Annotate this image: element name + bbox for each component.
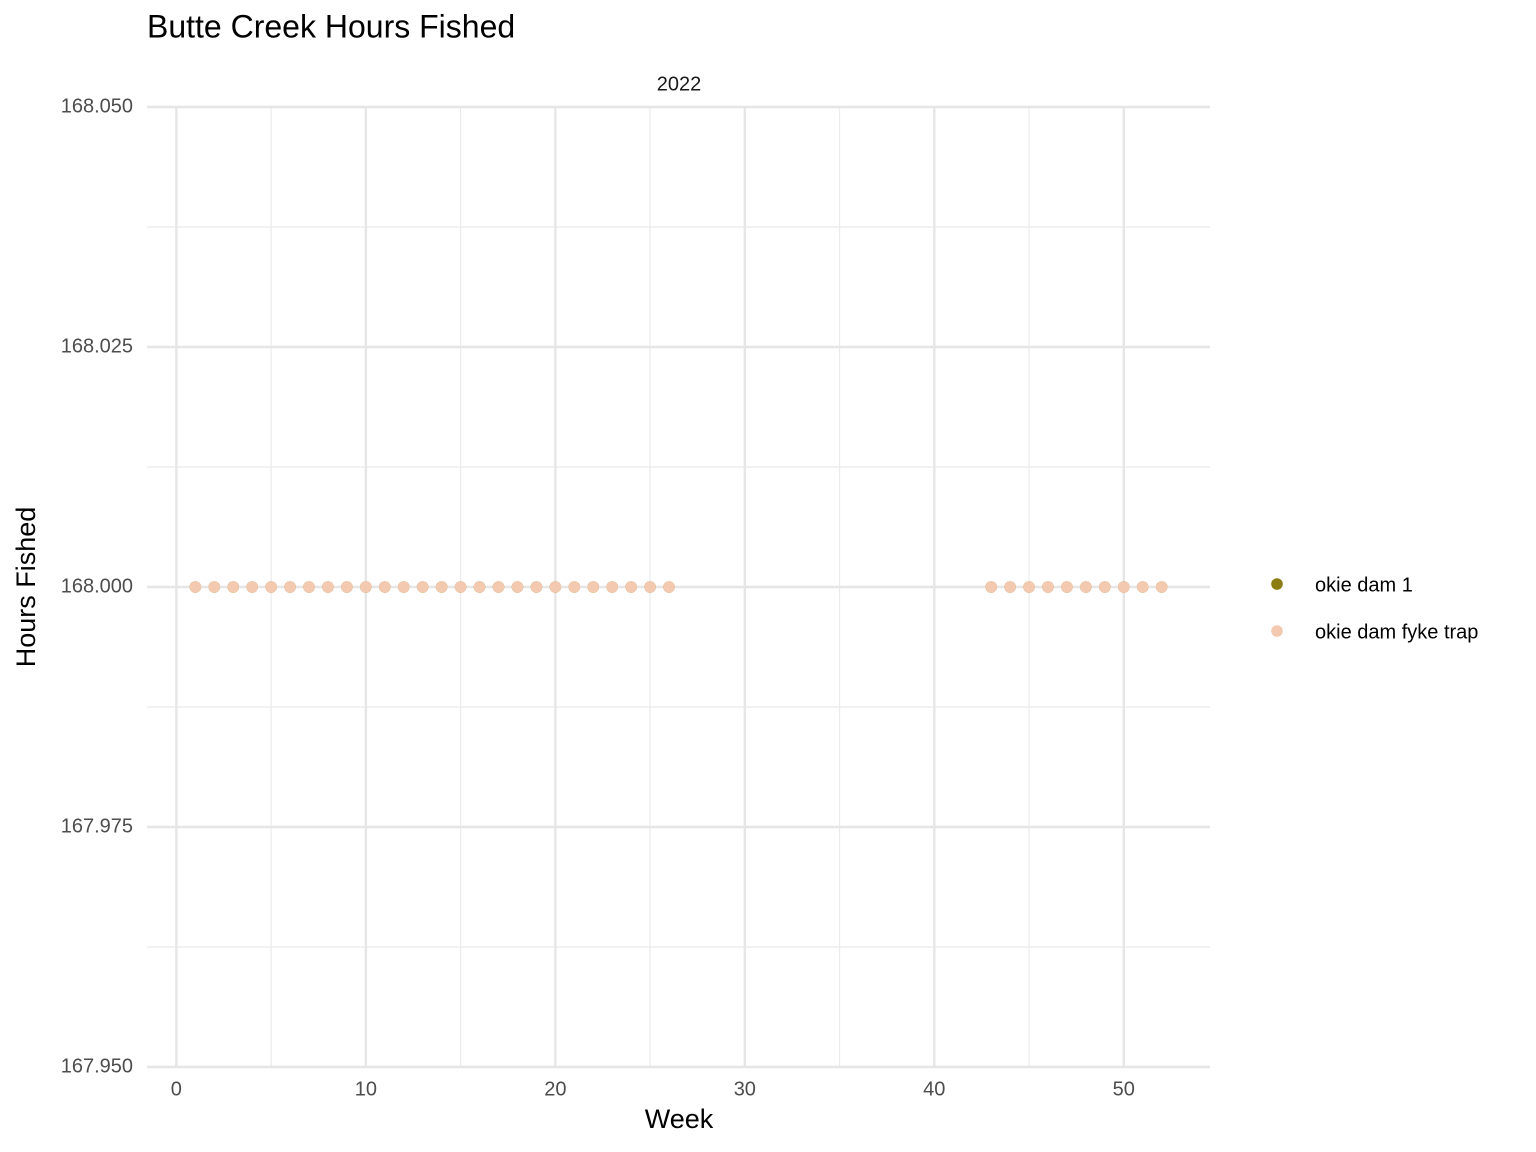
point [208, 581, 221, 593]
y-axis-label: Hours Fished [11, 507, 41, 668]
point [360, 581, 372, 593]
point [1061, 581, 1073, 593]
x-tick-label: 50 [1113, 1078, 1135, 1100]
y-tick-label: 168.050 [61, 95, 133, 117]
point [379, 581, 391, 593]
legend: okie dam 1 okie dam fyke trap [1271, 574, 1478, 643]
x-tick-label: 20 [544, 1078, 566, 1100]
x-axis-label: Week [645, 1104, 714, 1134]
point [1023, 581, 1035, 593]
point [1099, 581, 1111, 593]
point [284, 581, 296, 593]
x-tick-label: 0 [171, 1078, 182, 1100]
y-tick-label: 168.000 [61, 575, 133, 597]
point [227, 581, 240, 593]
point [625, 581, 637, 593]
point [606, 581, 618, 593]
point [663, 581, 675, 593]
point [549, 581, 562, 593]
point [303, 581, 315, 593]
facet-label: 2022 [657, 73, 702, 95]
point [1136, 581, 1149, 593]
y-tick-label: 167.975 [61, 815, 133, 837]
grid: 0 10 20 30 40 50 167.950 167.975 168.000 168.025 1… [61, 95, 1210, 1100]
marks [189, 581, 1168, 593]
point [454, 581, 467, 593]
point [530, 581, 543, 593]
point [341, 581, 353, 593]
point [1042, 581, 1054, 593]
point [492, 581, 505, 593]
x-tick-label: 40 [923, 1078, 945, 1100]
point [397, 581, 410, 593]
point [1155, 581, 1168, 593]
point [568, 581, 581, 593]
legend-label: okie dam fyke trap [1315, 621, 1478, 643]
point [246, 581, 258, 593]
y-tick-label: 168.025 [61, 335, 133, 357]
point [265, 581, 277, 593]
point [644, 581, 656, 593]
point [985, 581, 997, 593]
point [1117, 581, 1130, 593]
point [189, 581, 202, 593]
point [1080, 581, 1092, 593]
x-tick-label: 10 [355, 1078, 377, 1100]
point [416, 581, 429, 593]
y-tick-label: 167.950 [61, 1055, 133, 1077]
point [473, 581, 486, 593]
point [587, 581, 600, 593]
chart-title: Butte Creek Hours Fished [147, 8, 515, 44]
point [1004, 581, 1016, 593]
legend-swatch [1271, 625, 1283, 637]
legend-label: okie dam 1 [1315, 574, 1413, 596]
point [435, 581, 448, 593]
point [322, 581, 334, 593]
legend-swatch [1271, 578, 1283, 590]
point [511, 581, 524, 593]
x-tick-label: 30 [734, 1078, 756, 1100]
